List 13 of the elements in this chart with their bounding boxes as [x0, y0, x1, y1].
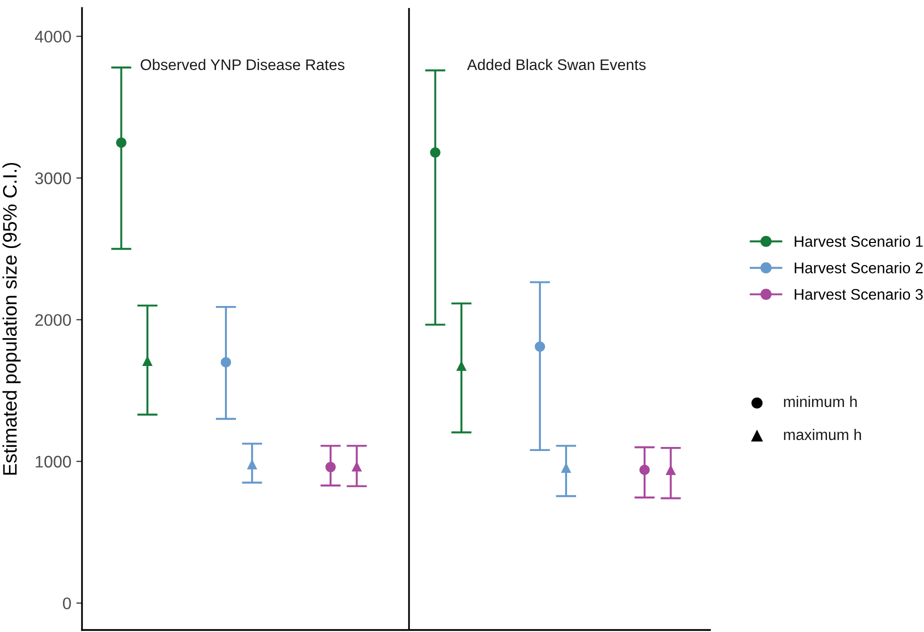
y-tick-label: 0	[62, 597, 71, 610]
y-tick-label: 1000	[36, 456, 71, 468]
text: maximum h	[784, 428, 861, 440]
annotation: Observed YNP Disease Rates	[140, 58, 344, 70]
y-tick-label: 4000	[34, 30, 71, 43]
y-axis-title: Estimated population size (95% C.I.)	[2, 162, 21, 475]
y-tick-label: 2000	[35, 314, 71, 326]
annotation: Added Black Swan Events	[467, 58, 646, 70]
legend-label: Harvest Scenario 1	[794, 236, 923, 247]
y-tick-label: 3000	[35, 172, 71, 184]
legend-label: Harvest Scenario 2	[794, 262, 923, 274]
text: minimum h	[784, 396, 857, 408]
legend-label: Harvest Scenario 3	[794, 288, 923, 300]
